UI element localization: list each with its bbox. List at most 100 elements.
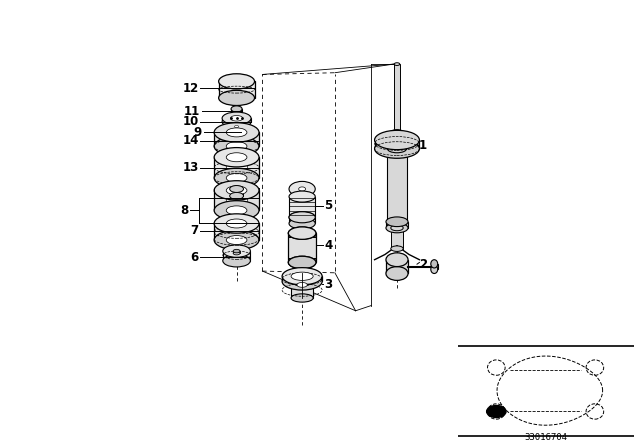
Ellipse shape xyxy=(226,206,247,215)
Bar xyxy=(214,224,259,240)
Ellipse shape xyxy=(226,128,247,137)
Bar xyxy=(219,82,255,98)
Circle shape xyxy=(486,405,506,418)
Bar xyxy=(223,251,250,261)
Bar xyxy=(291,281,313,298)
Ellipse shape xyxy=(226,236,247,245)
Ellipse shape xyxy=(214,168,259,188)
Ellipse shape xyxy=(232,124,241,129)
Ellipse shape xyxy=(387,145,406,153)
Ellipse shape xyxy=(214,181,259,200)
Ellipse shape xyxy=(289,256,316,269)
Text: 5: 5 xyxy=(324,199,333,212)
Ellipse shape xyxy=(289,181,316,197)
Bar xyxy=(230,118,243,122)
Ellipse shape xyxy=(233,251,240,255)
Bar xyxy=(289,258,316,263)
Ellipse shape xyxy=(431,260,438,268)
Ellipse shape xyxy=(289,218,316,229)
Ellipse shape xyxy=(297,283,307,287)
Ellipse shape xyxy=(232,126,241,131)
Text: 12: 12 xyxy=(182,82,198,95)
Text: 14: 14 xyxy=(182,134,198,147)
Ellipse shape xyxy=(231,110,242,116)
Bar xyxy=(226,224,247,240)
Ellipse shape xyxy=(219,74,255,89)
Bar xyxy=(231,109,242,113)
Ellipse shape xyxy=(289,191,316,202)
Ellipse shape xyxy=(386,217,408,227)
Bar xyxy=(289,217,316,224)
Ellipse shape xyxy=(291,277,313,285)
Bar xyxy=(291,276,313,281)
Ellipse shape xyxy=(289,212,316,223)
Bar xyxy=(226,190,247,211)
Bar xyxy=(232,126,241,129)
Ellipse shape xyxy=(282,267,322,285)
Ellipse shape xyxy=(226,173,247,182)
Ellipse shape xyxy=(291,277,313,285)
Ellipse shape xyxy=(230,116,243,121)
Ellipse shape xyxy=(230,119,243,125)
Ellipse shape xyxy=(291,272,313,280)
Bar xyxy=(387,149,406,224)
Ellipse shape xyxy=(386,223,408,233)
Ellipse shape xyxy=(226,153,247,162)
Text: 33016704: 33016704 xyxy=(524,433,567,442)
Ellipse shape xyxy=(387,220,406,228)
Text: 13: 13 xyxy=(182,161,198,174)
Bar xyxy=(289,197,316,217)
Ellipse shape xyxy=(214,147,259,167)
Text: 7: 7 xyxy=(191,224,198,237)
Ellipse shape xyxy=(226,219,247,228)
Ellipse shape xyxy=(374,130,419,150)
Ellipse shape xyxy=(394,138,400,142)
Bar xyxy=(386,260,408,273)
Ellipse shape xyxy=(386,267,408,280)
Ellipse shape xyxy=(289,227,316,239)
Ellipse shape xyxy=(299,187,305,191)
Bar xyxy=(390,133,404,143)
Ellipse shape xyxy=(282,273,322,290)
Ellipse shape xyxy=(391,246,403,251)
Ellipse shape xyxy=(234,125,239,128)
Bar xyxy=(289,233,316,237)
Bar xyxy=(394,64,400,140)
Ellipse shape xyxy=(214,201,259,220)
Bar xyxy=(214,133,259,146)
Ellipse shape xyxy=(230,185,243,193)
Bar xyxy=(222,118,251,122)
Text: 11: 11 xyxy=(184,105,200,118)
Ellipse shape xyxy=(289,227,316,239)
Ellipse shape xyxy=(223,254,250,267)
Bar xyxy=(289,233,316,263)
Ellipse shape xyxy=(222,116,251,128)
Bar xyxy=(226,157,247,178)
Bar xyxy=(230,189,243,196)
Ellipse shape xyxy=(289,256,316,269)
Bar xyxy=(431,264,438,269)
Text: 6: 6 xyxy=(190,251,198,264)
Ellipse shape xyxy=(233,250,240,253)
Ellipse shape xyxy=(390,140,404,147)
Text: 10: 10 xyxy=(182,115,198,128)
Ellipse shape xyxy=(230,193,243,199)
Bar xyxy=(234,126,239,129)
Text: 2: 2 xyxy=(419,258,427,271)
Ellipse shape xyxy=(374,139,419,158)
Text: 8: 8 xyxy=(180,204,188,217)
Bar xyxy=(226,133,247,146)
Bar xyxy=(391,228,403,249)
Ellipse shape xyxy=(390,129,404,137)
Ellipse shape xyxy=(214,230,259,250)
Ellipse shape xyxy=(223,245,250,257)
Ellipse shape xyxy=(231,106,242,112)
Ellipse shape xyxy=(289,212,316,223)
Bar xyxy=(214,190,259,211)
Ellipse shape xyxy=(226,186,247,195)
Ellipse shape xyxy=(234,128,239,130)
Text: 3: 3 xyxy=(324,278,333,291)
Ellipse shape xyxy=(391,225,403,231)
Ellipse shape xyxy=(222,112,251,125)
Text: 1: 1 xyxy=(419,139,427,152)
